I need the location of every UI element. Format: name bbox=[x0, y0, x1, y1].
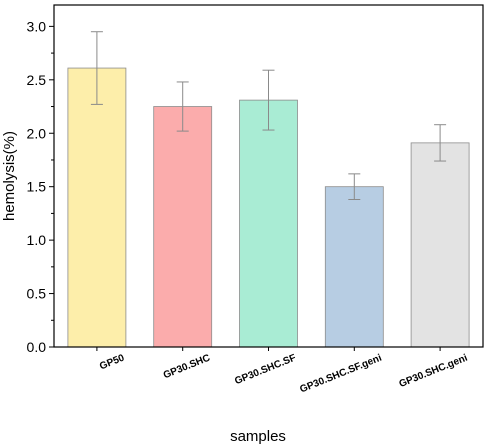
y-tick-label: 1.0 bbox=[27, 232, 47, 248]
bar bbox=[153, 106, 213, 348]
error-bars-layer bbox=[90, 31, 447, 201]
x-tick-label: GP30.SHC.SF.geni bbox=[298, 353, 383, 396]
y-axis: 0.0 0.5 1.0 1.5 2.0 2.5 3.0 bbox=[27, 18, 54, 355]
bar bbox=[410, 142, 470, 348]
y-tick-label: 3.0 bbox=[27, 18, 47, 34]
y-tick-label: 2.5 bbox=[27, 72, 47, 88]
x-tick-label: GP30.SHC.geni bbox=[398, 353, 470, 391]
y-tick-label: 0.5 bbox=[27, 286, 47, 302]
x-tick-label: GP30.SHC.SF bbox=[233, 353, 297, 388]
y-tick-label: 1.5 bbox=[27, 179, 47, 195]
bar bbox=[324, 186, 384, 348]
x-axis-title: samples bbox=[230, 428, 286, 445]
y-tick-label: 0.0 bbox=[27, 339, 47, 355]
x-tick-label: GP50 bbox=[98, 352, 126, 372]
y-tick-label: 2.0 bbox=[27, 125, 47, 141]
bar bbox=[239, 99, 298, 348]
bar bbox=[67, 67, 127, 348]
x-tick-label: GP30.SHC bbox=[162, 353, 212, 382]
x-axis: GP50 GP30.SHC GP30.SHC.SF GP30.SHC.SF.geni G… bbox=[96, 347, 470, 396]
y-axis-title: hemolysis(%) bbox=[1, 131, 18, 221]
